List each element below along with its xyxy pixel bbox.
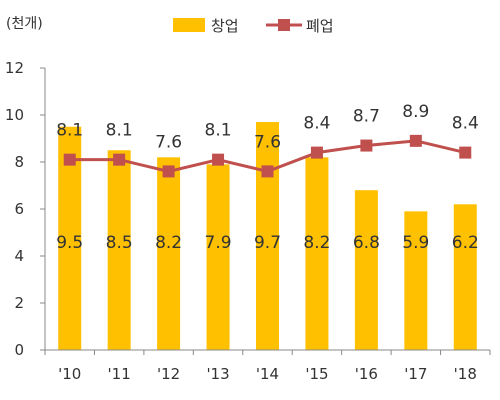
line-value-label: 8.9 [402,102,429,122]
x-tick-label: '14 [256,365,279,383]
y-tick-label: 8 [14,153,24,171]
line-series [63,134,472,178]
bar-value-label: 8.5 [106,233,133,253]
bar [58,126,82,350]
y-tick-label: 6 [14,200,24,218]
x-tick-label: '16 [355,365,378,383]
x-tick-label: '12 [157,365,180,383]
line-marker [113,153,126,166]
y-tick-label: 2 [14,294,24,312]
line-value-label: 8.4 [303,114,330,134]
bar-value-label: 8.2 [303,233,330,253]
bar-value-label: 7.9 [205,233,232,253]
y-axis: 0 2 4 6 8 10 12 [5,59,46,359]
line-marker [459,146,472,159]
bar [453,204,477,350]
bar [206,164,230,350]
line-value-label: 8.4 [452,114,479,134]
y-tick-label: 10 [5,106,24,124]
x-axis: '10 '11 '12 '13 '14 '15 '16 '17 '18 [44,349,491,383]
bar [256,122,279,350]
bar-value-label: 9.5 [56,233,83,253]
legend-swatch-startup [173,18,205,32]
bar-value-label: 6.2 [452,233,479,253]
x-tick-label: '15 [305,365,328,383]
line-marker [261,165,274,178]
bar-value-label: 8.2 [155,233,182,253]
line-marker [162,165,175,178]
bar [157,157,181,350]
line-value-label: 8.7 [353,107,380,127]
bar [404,211,428,350]
y-tick-label: 0 [14,341,24,359]
x-tick-label: '17 [404,365,427,383]
bar-value-label: 6.8 [353,233,380,253]
unit-label: (천개) [6,16,43,32]
y-tick-label: 12 [5,59,24,77]
bar [354,190,378,350]
bar-series [58,122,477,350]
line-value-label: 7.6 [254,132,281,152]
bar-labels: 9.5 8.5 8.2 7.9 9.7 8.2 6.8 5.9 6.2 [56,233,479,253]
bar-value-label: 9.7 [254,233,281,253]
line-marker [63,153,76,166]
line-value-label: 8.1 [205,121,232,141]
bar [305,157,329,350]
x-tick-label: '18 [454,365,477,383]
y-tick-label: 4 [14,247,24,265]
line-value-label: 7.6 [155,132,182,152]
line-value-label: 8.1 [106,121,133,141]
x-tick-label: '10 [58,365,81,383]
line-marker [212,153,225,166]
line-labels: 8.1 8.1 7.6 8.1 7.6 8.4 8.7 8.9 8.4 [56,102,479,153]
legend: 창업 폐업 [173,17,334,35]
line-marker [360,139,373,152]
x-tick-label: '13 [206,365,229,383]
line-marker [310,146,323,159]
bar [107,150,131,350]
line-value-label: 8.1 [56,121,83,141]
legend-label-closure: 폐업 [306,17,334,35]
legend-label-startup: 창업 [211,17,239,35]
bar-value-label: 5.9 [402,233,429,253]
line-marker [409,134,422,147]
legend-marker-closure [278,19,290,31]
x-tick-label: '11 [108,365,131,383]
